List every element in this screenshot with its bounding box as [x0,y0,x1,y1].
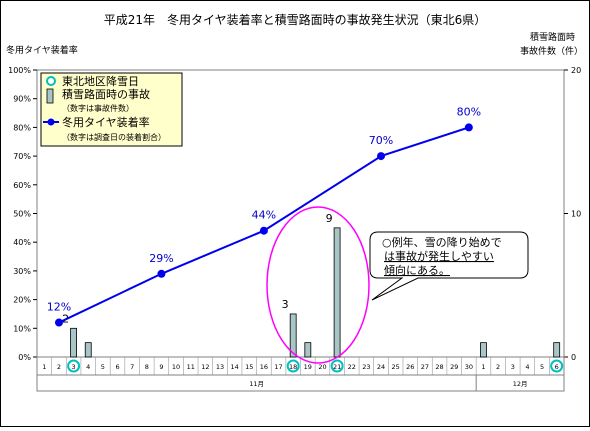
day-label: 30 [465,363,473,371]
rate-point [54,318,63,327]
day-label: 3 [511,363,515,371]
day-label: 8 [145,363,149,371]
day-label: 11 [187,363,195,371]
legend: 東北地区降雪日 積雪路面時の事故 （数字は事故件数） 冬用タイヤ装着率 （数字は… [40,72,183,147]
day-label: 6 [555,363,559,371]
callout-line-3: 傾向にある。 [384,263,450,277]
day-label: 27 [421,363,429,371]
rate-point-label: 70% [369,134,393,147]
day-label: 16 [260,363,268,371]
left-tick-label: 10% [13,324,31,333]
day-label: 14 [230,363,238,371]
left-tick-label: 30% [13,267,31,276]
month-label: 12月 [513,380,528,388]
chart-title: 平成21年 冬用タイヤ装着率と積雪路面時の事故発生状況（東北6県） [104,12,487,27]
day-label: 15 [245,363,253,371]
day-label: 4 [86,363,90,371]
accident-bar-label: 3 [282,298,289,311]
day-label: 1 [481,363,485,371]
day-label: 13 [216,363,224,371]
day-label: 1 [42,363,46,371]
accident-bar [480,342,487,358]
day-label: 20 [318,363,326,371]
snow-day-marker [550,359,564,373]
left-tick-label: 50% [13,210,31,219]
day-label: 17 [274,363,282,371]
day-label: 7 [130,363,134,371]
rate-point [157,269,166,278]
rate-point-label: 12% [47,301,71,314]
accident-bar [70,327,77,358]
day-label: 18 [289,363,297,371]
right-tick-label: 10 [571,210,581,219]
day-label: 2 [496,363,500,371]
callout-balloon [369,231,529,301]
left-tick-label: 90% [13,95,31,104]
day-label: 26 [406,363,414,371]
day-label: 9 [159,363,163,371]
left-tick-label: 100% [8,66,31,75]
accident-bar-label: 9 [326,212,333,225]
legend-snow-icon [46,76,56,86]
callout-line-1: ○例年、雪の降り始めで [382,235,502,249]
accident-bar [84,342,92,358]
snow-day-marker [286,359,300,373]
month-label: 11月 [249,380,264,388]
day-label: 19 [304,363,312,371]
right-tick-label: 20 [571,66,581,75]
day-label: 22 [348,363,356,371]
callout-line-2: は事故が発生しやすい [384,249,494,263]
day-label: 5 [101,363,105,371]
left-tick-label: 80% [13,123,31,132]
legend-rate-label: 冬用タイヤ装着率 [62,115,150,129]
rate-point [464,123,473,132]
day-label: 21 [333,363,341,371]
left-tick-label: 70% [13,152,31,161]
left-tick-label: 40% [13,238,31,247]
snow-day-marker [67,359,81,373]
accident-bar [304,342,312,358]
legend-rate-note: （数字は調査日の装着割合） [62,132,166,142]
left-tick-label: 60% [13,181,31,190]
rate-point-label: 44% [252,209,276,222]
accident-bar [333,227,341,358]
right-tick-label: 0 [571,353,576,362]
day-label: 25 [392,363,400,371]
day-label: 23 [362,363,370,371]
legend-snow-label: 東北地区降雪日 [62,74,139,88]
day-label: 2 [57,363,61,371]
left-tick-label: 20% [13,296,31,305]
day-label: 24 [377,363,385,371]
snow-day-marker [330,359,344,373]
legend-box [40,72,183,147]
legend-accidents-note: （数字は事故件数） [62,103,134,113]
day-label: 29 [450,363,458,371]
day-label: 5 [540,363,544,371]
highlight-ellipse [266,206,370,364]
right-axis-label-2: 事故件数（件） [520,45,583,57]
accident-bar [553,342,561,358]
month-axis-row [36,374,565,392]
left-tick-label: 0% [18,353,31,362]
rate-point-label: 80% [457,105,481,118]
day-label: 12 [201,363,209,371]
legend-rate-marker [47,118,55,126]
right-axis-label-1: 積雪路面時 [530,31,575,43]
rate-point-label: 29% [149,252,173,265]
day-label: 4 [525,363,529,371]
day-label: 28 [435,363,443,371]
rate-point [259,226,268,235]
rate-point [377,152,386,161]
legend-accidents-icon [46,88,54,104]
legend-accidents-label: 積雪路面時の事故 [62,87,150,101]
day-label: 6 [115,363,119,371]
accident-bar [289,313,297,358]
day-label: 3 [72,363,76,371]
day-label: 10 [172,363,180,371]
left-axis-label: 冬用タイヤ装着率 [6,44,78,56]
